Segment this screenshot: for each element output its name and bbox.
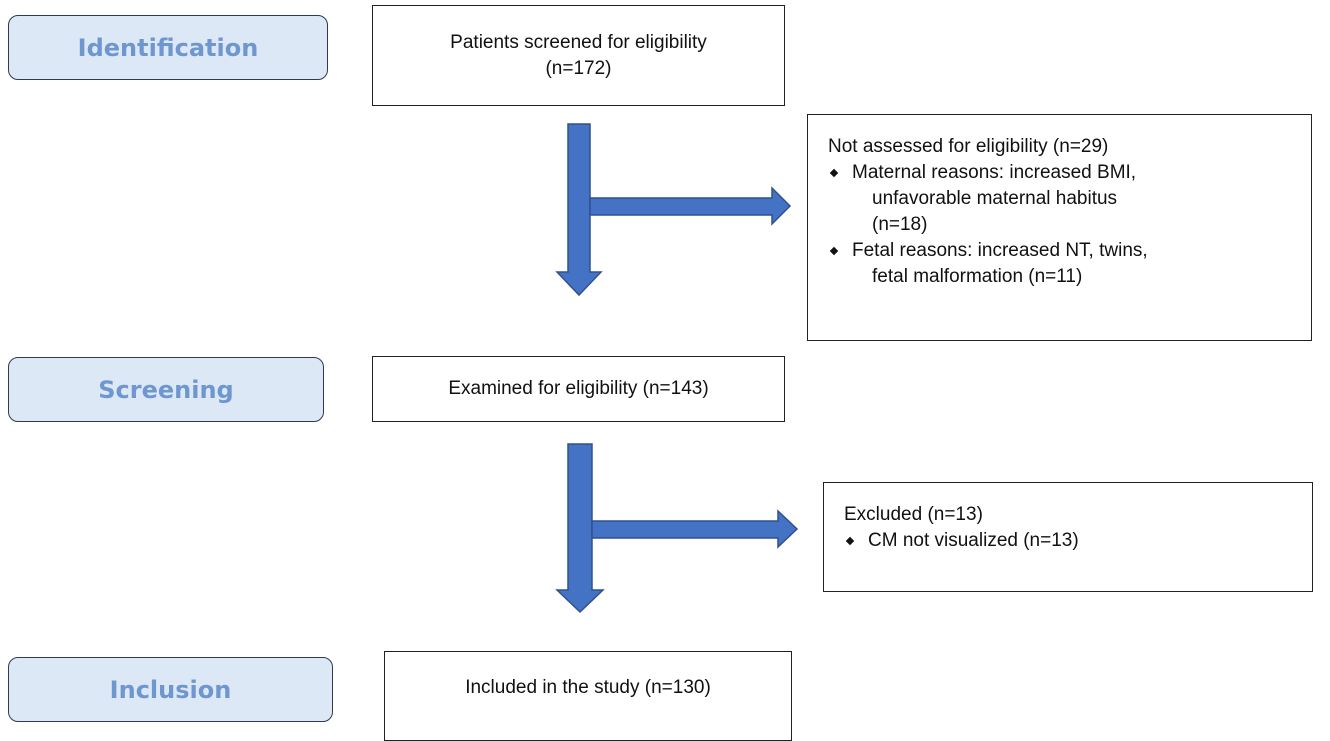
down-arrow — [555, 123, 603, 297]
side-arrow — [589, 186, 792, 226]
bullet-text: CM not visualized (n=13) — [868, 530, 1079, 551]
flow-box: Patients screened for eligibility (n=172) — [372, 5, 785, 106]
stage-label: Identification — [8, 15, 328, 80]
exclusion-box: Excluded (n=13) CM not visualized (n=13) — [823, 482, 1313, 592]
bullet-marker — [829, 246, 839, 256]
bullet-text: Fetal reasons: increased NT, twins, — [852, 240, 1148, 261]
bullet-text: Maternal reasons: increased BMI, — [852, 162, 1137, 183]
heading: Not assessed for eligibility (n=29) — [828, 136, 1109, 157]
bullet-text: fetal malformation (n=11) — [872, 266, 1083, 287]
stage-label: Screening — [8, 357, 324, 422]
flow-box: Included in the study (n=130) — [384, 651, 792, 741]
box-text: Included in the study (n=130) — [465, 677, 711, 698]
bullet-marker — [845, 536, 855, 546]
down-arrow — [555, 443, 605, 614]
bullet-item: CM not visualized (n=13) — [844, 528, 1312, 554]
stage-label: Inclusion — [8, 657, 333, 722]
bullet-text: unfavorable maternal habitus — [872, 188, 1118, 209]
bullet-item: Maternal reasons: increased BMI, unfavora… — [828, 160, 1311, 238]
heading: Excluded (n=13) — [844, 504, 983, 525]
bullet-marker — [829, 168, 839, 178]
box-text: Examined for eligibility (n=143) — [448, 378, 709, 399]
box-text: Patients screened for eligibility — [450, 31, 707, 53]
flow-box: Examined for eligibility (n=143) — [372, 356, 785, 422]
bullet-item: Fetal reasons: increased NT, twins, fetal… — [828, 238, 1311, 290]
exclusion-box: Not assessed for eligibility (n=29) Mater… — [807, 114, 1312, 341]
box-text: (n=172) — [545, 57, 612, 79]
bullet-text: (n=18) — [872, 214, 928, 235]
side-arrow — [591, 509, 799, 549]
